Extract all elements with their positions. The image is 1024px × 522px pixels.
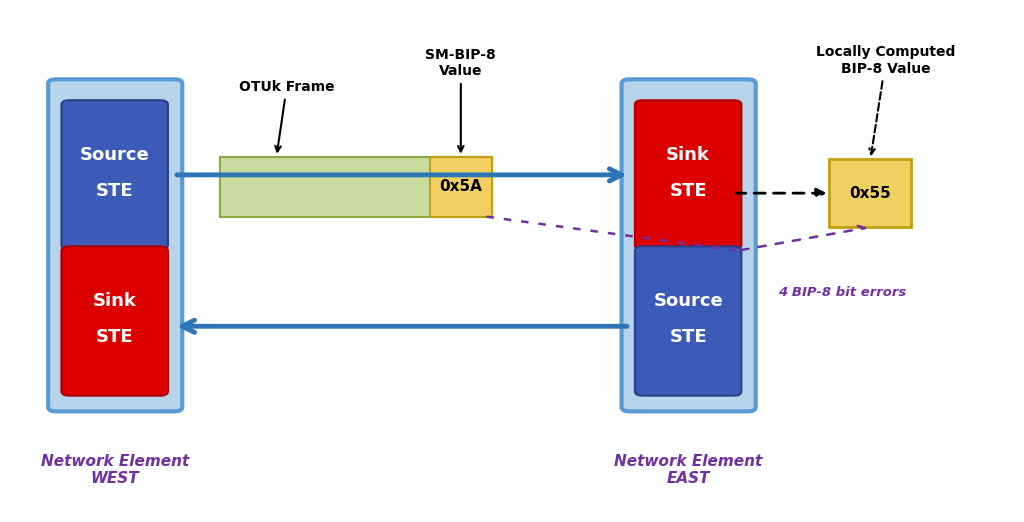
FancyBboxPatch shape <box>61 246 168 396</box>
Text: STE: STE <box>670 328 707 346</box>
FancyBboxPatch shape <box>635 246 741 396</box>
Text: OTUk Frame: OTUk Frame <box>239 80 335 151</box>
Text: Sink: Sink <box>667 146 710 164</box>
Text: 0x5A: 0x5A <box>439 179 482 194</box>
Text: Source: Source <box>80 146 150 164</box>
Text: STE: STE <box>96 328 133 346</box>
Text: STE: STE <box>670 182 707 199</box>
Text: Sink: Sink <box>93 292 136 310</box>
Text: Locally Computed
BIP-8 Value: Locally Computed BIP-8 Value <box>816 45 955 154</box>
Text: Network Element
WEST: Network Element WEST <box>41 454 188 486</box>
Bar <box>430 157 492 217</box>
Bar <box>829 159 911 227</box>
Bar <box>220 157 492 217</box>
Text: Source: Source <box>653 292 723 310</box>
FancyBboxPatch shape <box>48 79 182 411</box>
Text: STE: STE <box>96 182 133 199</box>
FancyBboxPatch shape <box>622 79 756 411</box>
Text: Network Element
EAST: Network Element EAST <box>614 454 762 486</box>
FancyBboxPatch shape <box>61 100 168 250</box>
FancyBboxPatch shape <box>635 100 741 250</box>
Text: SM-BIP-8
Value: SM-BIP-8 Value <box>425 48 497 151</box>
Text: 4 BIP-8 bit errors: 4 BIP-8 bit errors <box>778 286 906 299</box>
Text: 0x55: 0x55 <box>850 186 891 200</box>
